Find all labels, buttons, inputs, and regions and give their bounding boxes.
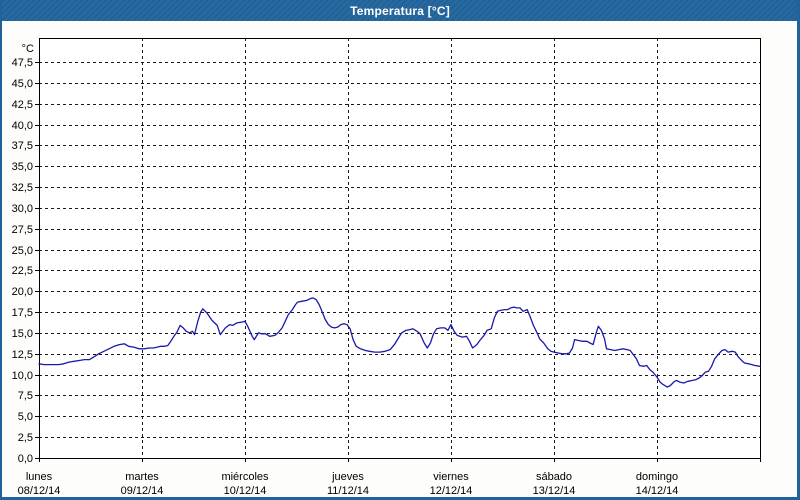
y-tick-label: 15,0 <box>12 328 33 340</box>
y-axis-labels: 0,0 2,5 5,0 7,5 10,0 12,5 15,0 17,5 20,0 22,5 25,0… <box>12 57 33 465</box>
day-date-label: 10/12/14 <box>224 485 267 497</box>
day-date-label: 14/12/14 <box>636 485 679 497</box>
temperature-line <box>38 297 761 388</box>
window-titlebar: Temperatura [°C] <box>0 0 800 21</box>
y-tick-label: 47,5 <box>12 57 33 69</box>
day-date-label: 13/12/14 <box>533 485 576 497</box>
y-tick-label: 17,5 <box>12 307 33 319</box>
y-tick-label: 10,0 <box>12 370 33 382</box>
window-title: Temperatura [°C] <box>350 3 450 18</box>
day-name-label: jueves <box>331 471 364 483</box>
y-tick-label: 35,0 <box>12 161 33 173</box>
plot-area <box>39 38 760 458</box>
day-name-label: lunes <box>26 471 53 483</box>
y-tick-label: 2,5 <box>18 432 33 444</box>
x-axis-labels: lunes 08/12/14 martes 09/12/14 miércoles 10/1… <box>18 471 679 497</box>
day-date-label: 12/12/14 <box>430 485 473 497</box>
gridlines <box>39 38 760 458</box>
y-tick-label: 7,5 <box>18 390 33 402</box>
y-tick-label: 45,0 <box>12 78 33 90</box>
y-tick-label: 30,0 <box>12 203 33 215</box>
y-tick-label: 42,5 <box>12 99 33 111</box>
y-tick-label: 12,5 <box>12 349 33 361</box>
day-date-label: 09/12/14 <box>121 485 164 497</box>
y-axis-ticks <box>35 62 39 459</box>
day-name-label: miércoles <box>221 471 269 483</box>
day-date-label: 08/12/14 <box>18 485 61 497</box>
y-tick-label: 32,5 <box>12 182 33 194</box>
y-tick-label: 5,0 <box>18 411 33 423</box>
y-tick-label: 25,0 <box>12 245 33 257</box>
y-tick-label: 27,5 <box>12 224 33 236</box>
plot-frame <box>39 38 761 459</box>
y-tick-label: 20,0 <box>12 286 33 298</box>
y-axis-unit-label: °C <box>22 43 34 55</box>
y-tick-label: 22,5 <box>12 265 33 277</box>
y-tick-label: 40,0 <box>12 120 33 132</box>
day-name-label: viernes <box>433 471 469 483</box>
day-date-label: 11/12/14 <box>327 485 369 497</box>
day-name-label: sábado <box>536 471 572 483</box>
day-name-label: martes <box>125 471 159 483</box>
y-tick-label: 0,0 <box>18 453 33 465</box>
day-name-label: domingo <box>636 471 678 483</box>
y-tick-label: 37,5 <box>12 140 33 152</box>
x-axis-ticks <box>39 458 761 462</box>
